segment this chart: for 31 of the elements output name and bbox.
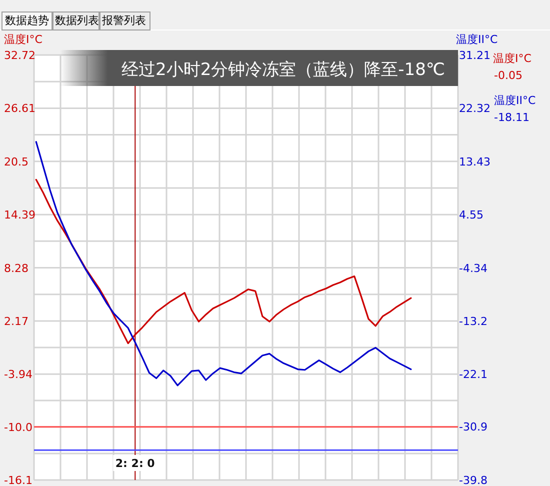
line-series (35, 141, 412, 386)
chart-title: 经过2小时2分钟冷冻室（蓝线）降至-18℃ (122, 60, 445, 80)
y-tick-label: -3.94 (4, 368, 32, 382)
text: 数据趋势 (5, 14, 49, 27)
y-axis-title: 温度I°C (4, 33, 43, 46)
x-tick-label: 2: 2: 0 (115, 457, 156, 470)
y-tick-label: 14.39 (4, 208, 36, 222)
y-tick-label: 32.72 (4, 49, 36, 62)
y-tick-label: -16.1 (4, 474, 32, 486)
y2-tick-label: -13.2 (459, 314, 488, 328)
y-tick-label: 8.28 (4, 262, 28, 275)
y-tick-label: 2.17 (4, 314, 28, 328)
y2-axis-title: 温度II°C (456, 33, 498, 46)
y2-tick-label: 4.55 (459, 208, 484, 222)
text: 温度II°C (494, 94, 536, 107)
text: 温度I°C (493, 52, 532, 65)
y-tick-label: 20.5 (4, 155, 28, 168)
text: -0.05 (494, 69, 522, 82)
text: -18.11 (494, 111, 530, 124)
y-tick-label: 26.61 (4, 102, 36, 116)
y2-tick-label: 22.32 (459, 102, 490, 116)
y2-tick-label: -30.9 (459, 420, 488, 434)
line-series (35, 178, 412, 344)
y2-tick-label: -22.1 (459, 368, 488, 382)
y-tick-label: -10.0 (4, 420, 32, 434)
y2-tick-label: 13.43 (459, 155, 490, 168)
y2-tick-label: 31.21 (459, 49, 490, 62)
y2-tick-label: -39.8 (459, 474, 488, 486)
text: 报警列表 (101, 14, 146, 27)
text: 数据列表 (55, 14, 99, 27)
y2-tick-label: -4.34 (459, 262, 488, 275)
